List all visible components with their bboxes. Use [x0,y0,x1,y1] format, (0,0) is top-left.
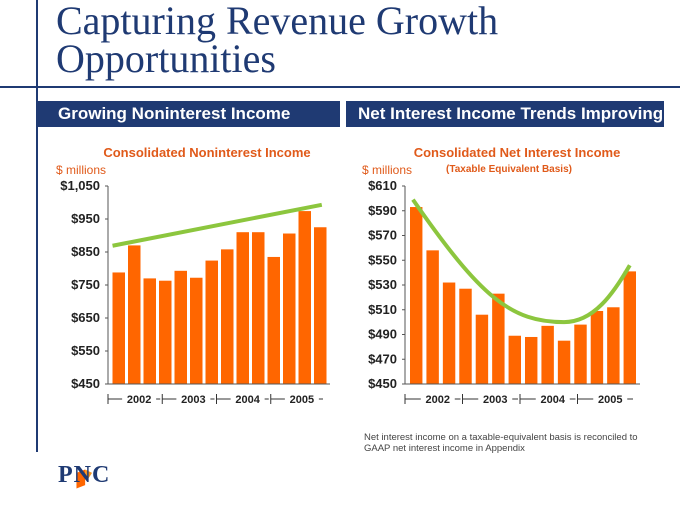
bar [607,307,620,384]
y-tick-label: $590 [368,203,397,218]
trend-curve [411,198,632,325]
year-label: 2003 [181,394,205,406]
y-tick-label: $750 [71,277,100,292]
bar [541,325,554,384]
page-title: Capturing Revenue Growth Opportunities [56,0,499,81]
trend-line [112,202,323,248]
bar [314,227,327,384]
bar [557,340,571,384]
y-tick-label: $470 [368,351,397,366]
y-ticks: $450 $470 $490 $510 $530 $550 $570 $590 $610 [368,178,405,391]
y-axis-label: $ millions [56,163,106,177]
chart-subtitle: (Taxable Equivalent Basis) [446,164,572,175]
bar [508,335,521,384]
chart-noninterest-income: Consolidated Noninterest Income $ millio… [56,145,330,406]
year-label: 2003 [483,394,507,406]
bar [267,256,280,384]
y-tick-label: $550 [71,343,100,358]
bar [190,277,203,384]
chart-net-interest-income: Consolidated Net Interest Income $ milli… [362,145,640,406]
y-tick-label: $1,050 [60,178,100,193]
y-tick-label: $610 [368,178,397,193]
y-ticks: $450 $550 $650 $750 $850 $950 $1,050 [60,178,108,391]
bar [159,280,172,384]
y-tick-label: $650 [71,310,100,325]
bar [475,314,489,384]
x-year-labels: 2002 2003 2004 2005 [404,394,633,406]
bar [112,272,125,384]
bar [221,249,234,384]
left-accent-line [36,0,38,452]
bar [459,288,472,384]
header-divider [0,86,680,88]
bar [128,245,141,384]
y-axis-label: $ millions [362,163,412,177]
bar [426,250,439,384]
bar [143,278,156,384]
y-tick-label: $950 [71,211,100,226]
left-section-header: Growing Noninterest Income [38,101,340,127]
y-tick-label: $450 [368,376,397,391]
bar [525,336,538,384]
bar [252,232,265,384]
right-section-header: Net Interest Income Trends Improving [346,101,664,127]
bar [236,232,249,384]
chart-title: Consolidated Noninterest Income [103,145,310,160]
bar [590,310,604,384]
x-year-labels: 2002 2003 2004 2005 [107,394,323,406]
bars [410,207,636,384]
y-tick-label: $530 [368,277,397,292]
y-tick-label: $850 [71,244,100,259]
y-tick-label: $490 [368,327,397,342]
pnc-logo-icon [76,469,93,489]
y-tick-label: $510 [368,302,397,317]
year-label: 2005 [290,394,314,406]
year-label: 2004 [541,394,566,406]
bar [298,211,311,384]
bar [442,282,456,384]
bar [623,271,636,384]
chart-title: Consolidated Net Interest Income [414,145,621,160]
logo-text: PNC [58,462,111,488]
bar [174,270,187,384]
bar [283,233,296,384]
footnote: Net interest income on a taxable-equival… [364,432,638,454]
bars [112,211,327,384]
bar [574,324,587,384]
y-tick-label: $570 [368,228,397,243]
year-label: 2004 [235,394,260,406]
bar [205,260,218,384]
year-label: 2002 [426,394,450,406]
y-tick-label: $450 [71,376,100,391]
year-label: 2005 [598,394,622,406]
bar [492,293,505,384]
y-tick-label: $550 [368,252,397,267]
year-label: 2002 [127,394,151,406]
bar [410,207,423,384]
